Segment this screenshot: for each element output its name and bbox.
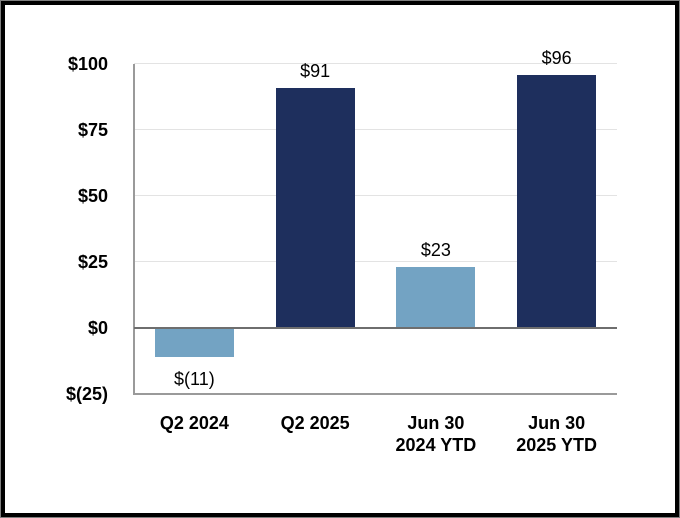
gridline — [134, 261, 617, 262]
y-axis-tick-label: $25 — [77, 252, 108, 272]
x-axis-category-line: Q2 2025 — [280, 413, 350, 433]
y-axis-tick-label: $100 — [67, 54, 108, 74]
x-axis-category-line: 2025 YTD — [516, 435, 597, 455]
gridline — [134, 129, 617, 130]
x-axis-category-line: Jun 30 — [528, 413, 586, 433]
gridline — [134, 195, 617, 196]
x-axis-category-label-q2-2025: Q2 2025 — [253, 412, 377, 434]
x-axis-category-line: 2024 YTD — [395, 435, 477, 455]
data-label-q2-2025: $91 — [300, 60, 331, 81]
x-axis-category-label-q2-2024: Q2 2024 — [132, 412, 256, 434]
bar-q2-2024 — [154, 328, 234, 357]
x-axis-line — [133, 393, 617, 395]
y-axis-line — [133, 64, 135, 395]
bar-jun-30-2024-ytd — [396, 267, 476, 328]
y-axis-tick-label: $75 — [77, 120, 108, 140]
data-label-q2-2024: $(11) — [174, 369, 215, 389]
bar-q2-2025 — [275, 87, 355, 328]
y-axis-tick-label: $50 — [77, 186, 108, 206]
x-axis-category-label-jun-30-2024-ytd: Jun 30 2024 YTD — [374, 412, 498, 456]
x-axis-category-label-jun-30-2025-ytd: Jun 30 2025 YTD — [495, 412, 619, 456]
x-axis-category-line: Q2 2024 — [159, 413, 229, 433]
bar-jun-30-2025-ytd — [517, 74, 597, 328]
y-axis-tick-label: $0 — [87, 318, 108, 338]
zero-gridline — [134, 327, 617, 329]
y-axis-tick-label: $(25) — [65, 384, 108, 404]
data-label-jun-30-2024-ytd: $23 — [420, 240, 451, 261]
data-label-jun-30-2025-ytd: $96 — [541, 47, 572, 68]
x-axis-category-line: Jun 30 — [407, 413, 465, 433]
gridline — [134, 63, 617, 64]
